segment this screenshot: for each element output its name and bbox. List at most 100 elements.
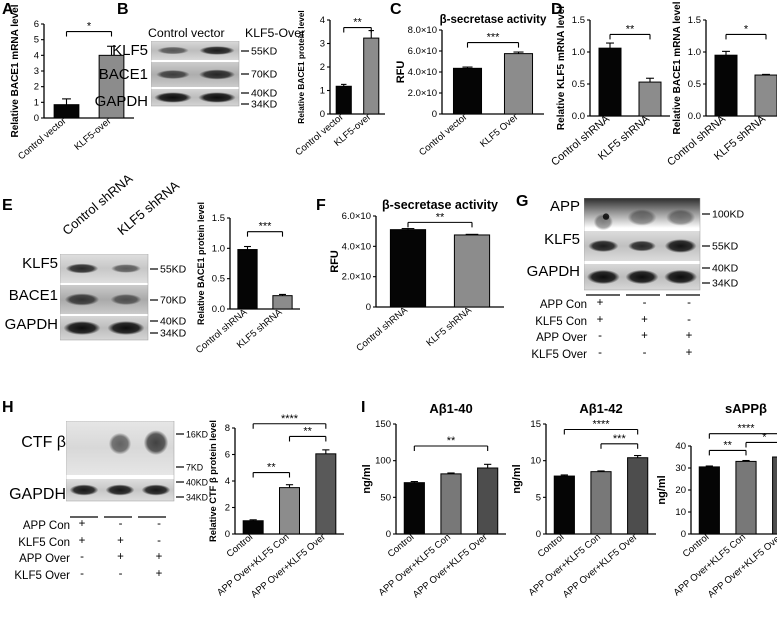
svg-text:1.5: 1.5 bbox=[212, 213, 225, 224]
svg-text:15: 15 bbox=[530, 419, 541, 430]
svg-text:**: ** bbox=[303, 425, 312, 437]
svg-text:4.0×10: 4.0×10 bbox=[408, 67, 437, 78]
svg-text:1.5: 1.5 bbox=[572, 15, 585, 26]
svg-text:β-secretase activity: β-secretase activity bbox=[440, 14, 547, 26]
svg-text:1: 1 bbox=[320, 86, 325, 97]
svg-text:2.0×10: 2.0×10 bbox=[408, 88, 437, 99]
svg-text:0: 0 bbox=[432, 109, 437, 120]
svg-text:Aβ1-40: Aβ1-40 bbox=[429, 401, 472, 416]
svg-text:0.5: 0.5 bbox=[212, 274, 225, 285]
svg-text:6: 6 bbox=[34, 19, 39, 30]
svg-text:1.5: 1.5 bbox=[688, 15, 701, 26]
svg-text:0: 0 bbox=[386, 529, 391, 540]
svg-text:6.0×10: 6.0×10 bbox=[342, 211, 371, 222]
svg-text:20: 20 bbox=[675, 485, 686, 496]
svg-text:0: 0 bbox=[320, 109, 325, 120]
svg-text:0: 0 bbox=[536, 529, 541, 540]
svg-text:0.5: 0.5 bbox=[572, 79, 585, 90]
svg-text:ng/ml: ng/ml bbox=[511, 464, 523, 493]
svg-text:0.0: 0.0 bbox=[212, 304, 225, 315]
svg-text:Relative BACE1 mRNA level: Relative BACE1 mRNA level bbox=[10, 4, 21, 137]
svg-text:4: 4 bbox=[320, 15, 325, 26]
svg-text:40: 40 bbox=[675, 441, 686, 452]
svg-text:1.0: 1.0 bbox=[212, 243, 225, 254]
svg-text:34KD: 34KD bbox=[251, 99, 278, 111]
svg-text:40KD: 40KD bbox=[186, 478, 208, 488]
svg-text:*: * bbox=[87, 21, 92, 33]
svg-text:30: 30 bbox=[675, 463, 686, 474]
svg-text:RFU: RFU bbox=[395, 61, 407, 84]
svg-text:***: *** bbox=[613, 433, 627, 445]
svg-text:KLF5 shRNA: KLF5 shRNA bbox=[424, 304, 474, 348]
svg-text:70KD: 70KD bbox=[160, 295, 187, 307]
svg-text:10: 10 bbox=[675, 507, 686, 518]
svg-text:4: 4 bbox=[225, 476, 230, 487]
svg-text:KLF5 Over: KLF5 Over bbox=[478, 112, 520, 150]
svg-text:****: **** bbox=[592, 419, 610, 431]
svg-text:40KD: 40KD bbox=[160, 316, 187, 328]
svg-text:6.0×10: 6.0×10 bbox=[408, 46, 437, 57]
svg-text:1.0: 1.0 bbox=[688, 47, 701, 58]
svg-text:7KD: 7KD bbox=[186, 463, 203, 473]
svg-text:55KD: 55KD bbox=[251, 46, 278, 58]
svg-text:ng/ml: ng/ml bbox=[361, 464, 373, 493]
svg-text:2: 2 bbox=[225, 503, 230, 514]
svg-text:8: 8 bbox=[225, 423, 230, 434]
svg-text:ng/ml: ng/ml bbox=[656, 475, 668, 504]
svg-text:55KD: 55KD bbox=[160, 264, 187, 276]
svg-text:***: *** bbox=[259, 221, 273, 233]
svg-text:Aβ1-42: Aβ1-42 bbox=[579, 401, 622, 416]
svg-text:2: 2 bbox=[34, 82, 39, 93]
svg-text:0: 0 bbox=[34, 113, 39, 124]
svg-text:**: ** bbox=[353, 17, 362, 29]
svg-text:*: * bbox=[744, 23, 749, 35]
svg-text:**: ** bbox=[267, 462, 276, 474]
svg-text:**: ** bbox=[447, 435, 456, 447]
svg-text:****: **** bbox=[737, 423, 755, 435]
svg-text:Relative BACE1 mRNA level: Relative BACE1 mRNA level bbox=[672, 1, 683, 134]
svg-text:10: 10 bbox=[530, 456, 541, 467]
svg-text:0.0: 0.0 bbox=[688, 111, 701, 122]
svg-text:β-secretase activity: β-secretase activity bbox=[382, 198, 498, 212]
svg-text:55KD: 55KD bbox=[712, 241, 739, 253]
svg-text:RFU: RFU bbox=[329, 250, 341, 273]
svg-text:34KD: 34KD bbox=[186, 493, 208, 503]
svg-text:0: 0 bbox=[366, 302, 371, 313]
svg-text:3: 3 bbox=[34, 66, 39, 77]
svg-text:Control vector: Control vector bbox=[417, 112, 469, 158]
svg-text:100: 100 bbox=[375, 456, 391, 467]
svg-text:40KD: 40KD bbox=[712, 263, 739, 275]
svg-text:Control vector: Control vector bbox=[16, 116, 68, 162]
svg-text:KLF5-over: KLF5-over bbox=[72, 116, 113, 153]
svg-text:1.0: 1.0 bbox=[572, 47, 585, 58]
svg-text:***: *** bbox=[487, 32, 501, 44]
svg-text:16KD: 16KD bbox=[186, 430, 208, 440]
svg-text:2.0×10: 2.0×10 bbox=[342, 272, 371, 283]
svg-text:100KD: 100KD bbox=[712, 209, 745, 221]
svg-text:Control shRNA: Control shRNA bbox=[354, 304, 410, 354]
svg-text:50: 50 bbox=[380, 492, 391, 503]
svg-text:0.0: 0.0 bbox=[572, 111, 585, 122]
svg-text:34KD: 34KD bbox=[712, 278, 739, 290]
svg-text:1: 1 bbox=[34, 97, 39, 108]
svg-text:6: 6 bbox=[225, 450, 230, 461]
svg-text:0: 0 bbox=[225, 529, 230, 540]
svg-text:34KD: 34KD bbox=[160, 328, 187, 340]
svg-text:Relative KLF5 mRNA level: Relative KLF5 mRNA level bbox=[556, 6, 567, 130]
svg-text:2: 2 bbox=[320, 62, 325, 73]
svg-text:Relative CTF β protein level: Relative CTF β protein level bbox=[208, 420, 218, 542]
svg-text:**: ** bbox=[626, 23, 635, 35]
svg-text:**: ** bbox=[436, 211, 445, 223]
svg-text:4: 4 bbox=[34, 50, 39, 61]
svg-text:0.5: 0.5 bbox=[688, 79, 701, 90]
svg-text:Relative BACE1 protein level: Relative BACE1 protein level bbox=[196, 202, 206, 325]
svg-text:****: **** bbox=[281, 413, 299, 425]
svg-text:70KD: 70KD bbox=[251, 69, 278, 81]
svg-text:150: 150 bbox=[375, 419, 391, 430]
svg-text:5: 5 bbox=[536, 492, 541, 503]
svg-text:3: 3 bbox=[320, 39, 325, 50]
svg-text:8.0×10: 8.0×10 bbox=[408, 25, 437, 36]
svg-text:4.0×10: 4.0×10 bbox=[342, 241, 371, 252]
svg-text:Relative BACE1 protein level: Relative BACE1 protein level bbox=[296, 10, 306, 123]
svg-text:0: 0 bbox=[681, 529, 686, 540]
